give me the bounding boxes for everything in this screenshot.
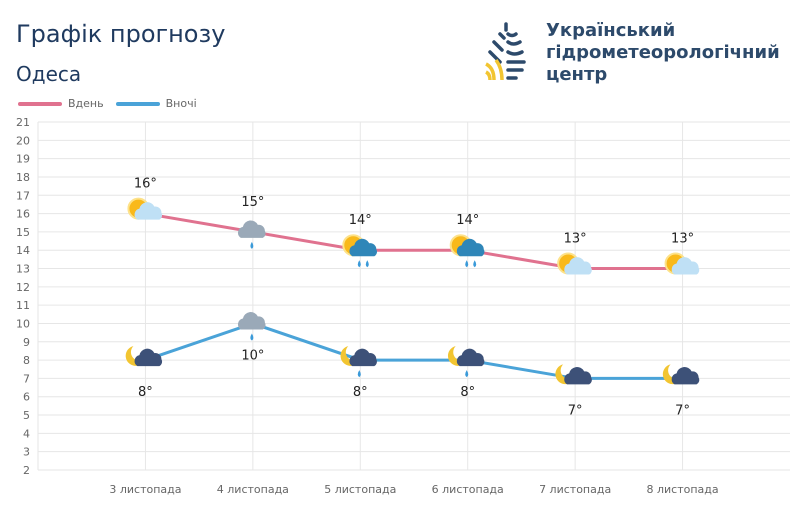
sun-cloud-rain-icon bbox=[342, 234, 377, 268]
raindrop-shape bbox=[473, 260, 477, 268]
y-tick-label: 9 bbox=[23, 336, 30, 349]
city-name: Одеса bbox=[16, 62, 82, 86]
data-label: 7° bbox=[675, 403, 690, 418]
data-label: 14° bbox=[456, 213, 479, 228]
sun-cloud-icon bbox=[664, 252, 700, 275]
logo-line: Український bbox=[546, 20, 676, 41]
data-label: 8° bbox=[138, 385, 153, 400]
data-label: 10° bbox=[241, 348, 264, 363]
y-tick-label: 11 bbox=[16, 299, 30, 312]
raindrop-shape bbox=[357, 370, 361, 378]
legend-swatch-night bbox=[115, 101, 160, 106]
y-tick-label: 10 bbox=[16, 317, 30, 330]
y-tick-label: 6 bbox=[23, 391, 30, 404]
y-tick-label: 7 bbox=[23, 372, 30, 385]
raindrop-shape bbox=[365, 260, 369, 268]
cloud-shape bbox=[134, 202, 163, 220]
cloud-shape bbox=[456, 348, 485, 367]
y-tick-label: 12 bbox=[16, 281, 30, 294]
page-title: Графік прогнозу bbox=[16, 20, 226, 48]
cloud-shape bbox=[456, 238, 485, 257]
raindrop-shape bbox=[465, 370, 469, 378]
y-tick-label: 14 bbox=[16, 244, 30, 257]
x-tick-label: 8 листопада bbox=[647, 483, 719, 496]
cloud-shape bbox=[671, 257, 700, 275]
y-tick-label: 4 bbox=[23, 427, 30, 440]
data-label: 8° bbox=[460, 385, 475, 400]
sun-cloud-rain-icon bbox=[449, 234, 485, 268]
legend: Вдень Вночі bbox=[18, 97, 197, 110]
x-tick-label: 3 листопада bbox=[109, 483, 181, 496]
cloud-shape bbox=[564, 257, 592, 275]
cloud-shape bbox=[564, 366, 592, 385]
cloud-rain-icon bbox=[238, 220, 266, 249]
y-tick-label: 8 bbox=[23, 354, 30, 367]
sun-cloud-icon bbox=[557, 252, 592, 275]
moon-cloud-rain-icon bbox=[447, 346, 485, 378]
sun-cloud-icon bbox=[127, 197, 163, 220]
cloud-shape bbox=[671, 366, 700, 385]
series-line-night bbox=[144, 321, 683, 380]
raindrop-shape bbox=[357, 260, 361, 268]
y-tick-label: 19 bbox=[16, 153, 30, 166]
y-tick-label: 16 bbox=[16, 208, 30, 221]
series-line-day bbox=[145, 212, 683, 271]
x-tick-label: 6 листопада bbox=[432, 483, 504, 496]
x-tick-label: 5 листопада bbox=[324, 483, 396, 496]
legend-swatch-day bbox=[18, 101, 62, 106]
moon-cloud-icon bbox=[125, 346, 163, 367]
data-label: 8° bbox=[353, 385, 368, 400]
hydromet-logo bbox=[485, 22, 526, 81]
cloud-shape bbox=[349, 348, 377, 367]
y-tick-label: 2 bbox=[23, 464, 30, 477]
data-label: 15° bbox=[241, 195, 264, 210]
y-tick-label: 17 bbox=[16, 189, 30, 202]
data-label: 13° bbox=[564, 232, 587, 247]
moon-cloud-icon bbox=[555, 364, 592, 385]
legend-label-day: Вдень bbox=[68, 97, 104, 110]
logo-line: гідрометеорологічний bbox=[546, 42, 780, 63]
moon-cloud-icon bbox=[662, 364, 700, 385]
raindrop-shape bbox=[250, 333, 254, 341]
data-label: 7° bbox=[568, 403, 583, 418]
logo-line: центр bbox=[546, 64, 608, 85]
cloud-shape bbox=[134, 348, 163, 367]
y-tick-label: 21 bbox=[16, 116, 30, 129]
y-tick-label: 15 bbox=[16, 226, 30, 239]
y-tick-label: 20 bbox=[16, 134, 30, 147]
y-tick-label: 13 bbox=[16, 263, 30, 276]
cloud-shape bbox=[349, 238, 377, 257]
logo-text: Український гідрометеорологічний центр bbox=[546, 20, 780, 86]
raindrop-shape bbox=[250, 241, 254, 249]
x-tick-label: 7 листопада bbox=[539, 483, 611, 496]
cloud-rain-icon bbox=[238, 312, 266, 341]
data-label: 14° bbox=[349, 213, 372, 228]
y-tick-label: 3 bbox=[23, 446, 30, 459]
data-label: 13° bbox=[671, 232, 694, 247]
y-tick-label: 18 bbox=[16, 171, 30, 184]
cloud-shape bbox=[238, 312, 266, 330]
x-tick-label: 4 листопада bbox=[217, 483, 289, 496]
moon-cloud-rain-icon bbox=[340, 346, 377, 378]
cloud-shape bbox=[238, 220, 266, 238]
raindrop-shape bbox=[465, 260, 469, 268]
y-tick-label: 5 bbox=[23, 409, 30, 422]
data-label: 16° bbox=[134, 177, 157, 192]
legend-label-night: Вночі bbox=[165, 97, 197, 110]
